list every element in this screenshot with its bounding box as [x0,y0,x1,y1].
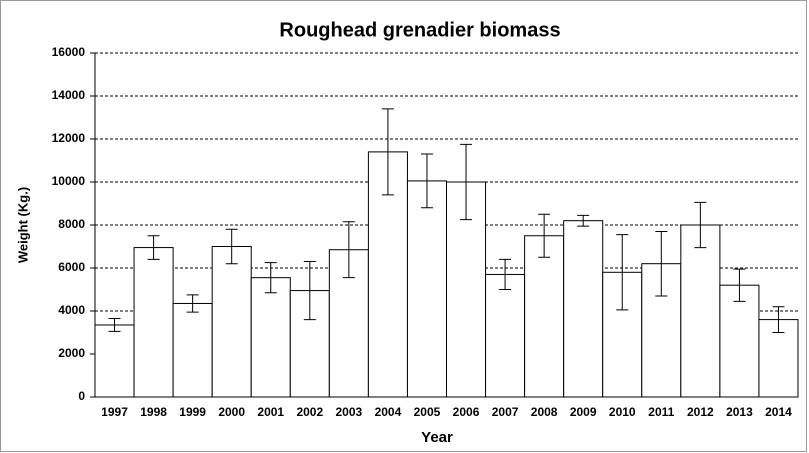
y-tick-label: 10000 [52,174,86,188]
x-tick-label: 2012 [687,405,714,419]
x-tick-label: 2010 [609,405,636,419]
x-tick-label: 2011 [648,405,674,419]
error-bar [303,261,316,321]
x-tick-label: 1998 [140,405,167,419]
error-bar [577,214,590,227]
bar [563,220,604,398]
error-bar [460,143,473,221]
x-tick-label: 2005 [414,405,441,419]
x-tick-label: 2009 [570,405,597,419]
x-tick-label: 2013 [726,405,753,419]
x-tick-label: 1997 [101,405,128,419]
bar [211,246,252,398]
x-tick-label: 2006 [453,405,480,419]
x-tick-label: 2008 [531,405,558,419]
chart-title: Roughead grenadier biomass [279,19,560,41]
x-tick-label: 2007 [492,405,519,419]
y-tick-label: 8000 [58,217,85,231]
bar [406,180,448,398]
bar [524,235,565,398]
bar [680,224,721,398]
error-bar [499,258,512,290]
error-bar [381,108,394,196]
x-tick-label: 2002 [296,405,323,419]
bar [94,324,135,398]
bar [250,277,291,398]
error-bar [616,234,629,311]
error-bar [538,213,551,258]
error-bar [342,221,355,279]
error-bar [655,230,668,297]
bar [719,284,760,398]
x-tick-label: 2003 [336,405,363,419]
x-tick-label: 2000 [218,405,245,419]
y-tick-label: 4000 [58,303,85,317]
y-tick-label: 16000 [52,45,86,59]
bar [172,302,213,398]
x-axis-label: Year [421,429,453,446]
error-bar [420,153,433,209]
x-tick-label: 2014 [765,405,792,419]
y-tick-label: 0 [78,389,85,403]
y-tick-label: 14000 [52,88,86,102]
bar [485,273,526,398]
x-tick-label: 1999 [179,405,206,419]
error-bar [225,228,238,265]
y-tick-label: 2000 [58,346,85,360]
bar [133,247,174,398]
error-bar [264,262,277,294]
error-bar [694,201,707,249]
error-bar [186,294,199,313]
x-tick-label: 2001 [257,405,284,419]
y-tick-label: 6000 [58,260,85,274]
error-bar [108,318,121,332]
error-bar [147,235,160,260]
x-tick-label: 2004 [375,405,402,419]
error-bar [772,306,785,333]
y-tick-label: 12000 [52,131,86,145]
error-bar [733,268,746,302]
y-axis-label: Weight (Kg.) [15,187,30,263]
